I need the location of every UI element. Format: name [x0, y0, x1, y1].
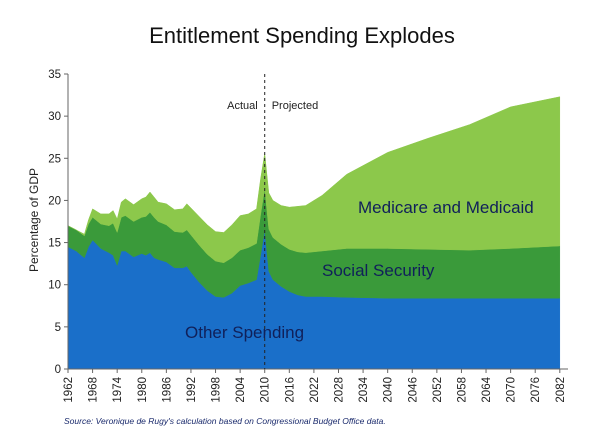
- area-medicare-and-medicaid: [67, 96, 561, 264]
- x-tick-label: 2022: [309, 377, 321, 403]
- y-tick-label: 5: [55, 322, 61, 334]
- x-tick-label: 2070: [506, 377, 518, 403]
- other-spending-area-label: Other Spending: [185, 323, 304, 342]
- x-tick-label: 2082: [555, 377, 567, 403]
- x-tick-label: 2040: [383, 377, 395, 403]
- actual-annotation: Actual: [227, 100, 258, 112]
- x-axis: 1962 1968 1974 1980 1986 1992 1998 2004 2010 2016…: [63, 368, 568, 403]
- x-tick-label: 1962: [63, 377, 75, 403]
- x-tick-label: 1998: [211, 377, 223, 403]
- y-axis: 0 5 10 15 20 25 30 35: [48, 69, 69, 376]
- x-tick-label: 2058: [456, 377, 468, 403]
- x-tick-label: 1974: [112, 376, 124, 402]
- source-note: Source: Veronique de Rugy's calculation …: [64, 416, 386, 426]
- y-tick-label: 30: [48, 111, 61, 123]
- projected-annotation: Projected: [272, 100, 318, 112]
- x-tick-label: 2046: [407, 377, 419, 403]
- x-tick-label: 2016: [284, 377, 296, 403]
- x-tick-label: 1968: [88, 377, 100, 403]
- x-tick-label: 2052: [432, 377, 444, 403]
- y-tick-label: 0: [55, 364, 61, 376]
- x-tick-label: 2004: [235, 376, 247, 402]
- y-tick-label: 15: [48, 238, 61, 250]
- medicare-area-label: Medicare and Medicaid: [358, 198, 534, 217]
- y-tick-label: 10: [48, 280, 61, 292]
- x-tick-label: 2010: [260, 377, 272, 403]
- x-tick-label: 2064: [481, 376, 493, 402]
- y-tick-label: 35: [48, 69, 61, 81]
- x-tick-label: 2076: [530, 377, 542, 403]
- x-tick-label: 1986: [161, 377, 173, 403]
- chart-areas: [67, 96, 561, 370]
- x-tick-label: 1980: [137, 377, 149, 403]
- x-tick-label: 2034: [358, 376, 370, 402]
- x-tick-label: 1992: [186, 377, 198, 403]
- y-axis-label: Percentage of GDP: [27, 168, 41, 272]
- y-tick-label: 20: [48, 195, 61, 207]
- y-tick-label: 25: [48, 153, 61, 165]
- chart-title: Entitlement Spending Explodes: [149, 23, 455, 48]
- x-tick-label: 2028: [333, 377, 345, 403]
- social-security-area-label: Social Security: [322, 261, 435, 280]
